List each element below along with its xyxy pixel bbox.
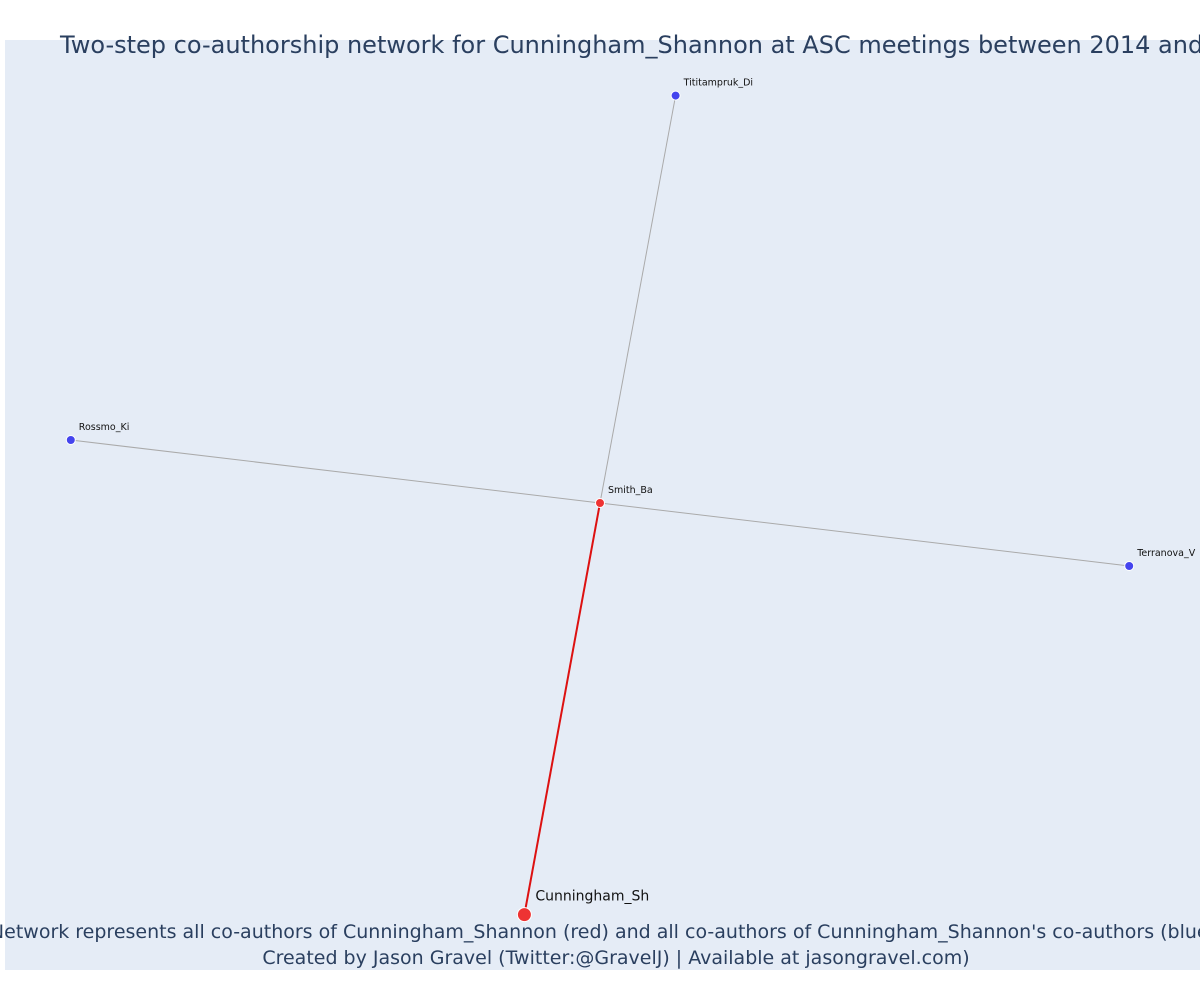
label-layer: Cunningham_Sh Smith_Ba Tititampruk_Di Rossm… xyxy=(79,78,1196,905)
caption-line-2: Created by Jason Gravel (Twitter:@Gravel… xyxy=(262,947,969,969)
node-label-Smith_Ba: Smith_Ba xyxy=(608,485,653,496)
node-label-Terranova_V: Terranova_V xyxy=(1136,548,1196,559)
node-label-Tititampruk_Di: Tititampruk_Di xyxy=(683,78,753,89)
node-layer xyxy=(65,90,1135,923)
edge-Smith_Ba-Terranova_V xyxy=(599,502,1130,567)
edge-Cunningham_Sh-Smith_Ba xyxy=(523,502,601,915)
node-label-Rossmo_Ki: Rossmo_Ki xyxy=(79,422,130,433)
edge-layer xyxy=(70,95,1130,915)
node-Rossmo_Ki[interactable] xyxy=(65,435,76,445)
node-Cunningham_Sh[interactable] xyxy=(516,907,532,923)
node-Terranova_V[interactable] xyxy=(1124,561,1135,571)
edge-Smith_Ba-Tititampruk_Di xyxy=(599,95,677,504)
node-Tititampruk_Di[interactable] xyxy=(670,90,681,101)
node-label-Cunningham_Sh: Cunningham_Sh xyxy=(535,889,649,905)
edge-Smith_Ba-Rossmo_Ki xyxy=(70,439,601,504)
chart-title: Two-step co-authorship network for Cunni… xyxy=(59,31,1200,59)
caption-line-1: Network represents all co-authors of Cun… xyxy=(0,921,1200,943)
node-Smith_Ba[interactable] xyxy=(595,498,605,508)
